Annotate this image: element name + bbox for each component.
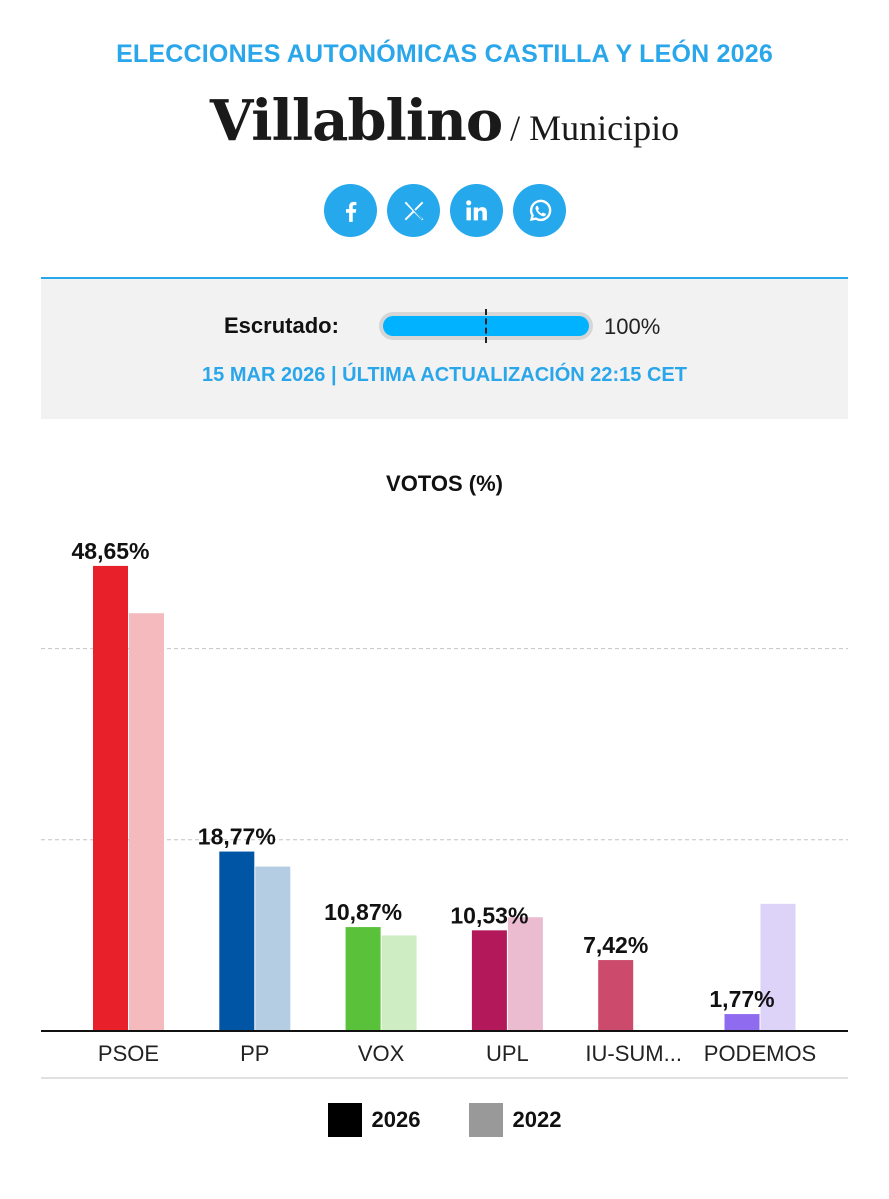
- bar-2022-vox: [381, 935, 417, 1031]
- scrutiny-midpoint-marker: [485, 309, 487, 343]
- chart-title: VOTOS (%): [386, 471, 503, 496]
- legend-label-2022: 2022: [512, 1107, 562, 1132]
- legend-swatch-2022: [468, 1103, 503, 1137]
- bar-2026-psoe: [93, 565, 128, 1031]
- bar-2026-upl: [471, 930, 507, 1031]
- share-x-button[interactable]: [387, 184, 440, 237]
- category-label-podemos: PODEMOS: [704, 1041, 816, 1066]
- legend-item-2026: 2026: [327, 1103, 421, 1137]
- facebook-icon: [345, 201, 356, 222]
- data-label-pp: 18,77%: [198, 824, 276, 850]
- legend-swatch-2026: [327, 1103, 362, 1137]
- title-row: Villablino / Municipio: [0, 88, 889, 154]
- bar-2026-podemos: [724, 1014, 760, 1031]
- page-subtitle: / Municipio: [510, 108, 680, 148]
- linkedin-icon: [465, 199, 487, 220]
- bar-2022-upl: [507, 917, 543, 1031]
- scrutiny-panel: [41, 279, 848, 419]
- last-update-date: 15 MAR 2026 | ÚLTIMA ACTUALIZACIÓN 22:15…: [202, 364, 687, 386]
- share-bar: [324, 184, 566, 237]
- legend-label-2026: 2026: [371, 1107, 421, 1132]
- page-title: Villablino: [209, 88, 503, 154]
- data-label-psoe: 48,65%: [71, 538, 149, 564]
- share-whatsapp-button[interactable]: [513, 184, 566, 237]
- data-label-iusum: 7,42%: [583, 932, 648, 958]
- bar-2022-podemos: [760, 903, 796, 1031]
- category-label-psoe: PSOE: [98, 1041, 159, 1066]
- category-label-upl: UPL: [486, 1041, 529, 1066]
- data-label-upl: 10,53%: [450, 902, 528, 928]
- bar-2022-psoe: [129, 613, 164, 1031]
- section-divider: [41, 277, 848, 279]
- bar-2026-vox: [345, 927, 381, 1031]
- share-facebook-button[interactable]: [324, 184, 377, 237]
- bar-2022-pp: [255, 866, 291, 1031]
- x-icon: [404, 201, 423, 220]
- scrutiny-percent: 100%: [604, 314, 661, 339]
- scrutiny-progress-bar: [379, 309, 593, 343]
- chart-legend: 2026 2022: [0, 1103, 889, 1137]
- election-kicker: ELECCIONES AUTONÓMICAS CASTILLA Y LEÓN 2…: [116, 40, 773, 68]
- category-label-vox: VOX: [358, 1041, 405, 1066]
- bar-2026-pp: [219, 851, 255, 1031]
- share-linkedin-button[interactable]: [450, 184, 503, 237]
- data-label-vox: 10,87%: [324, 899, 402, 925]
- data-label-podemos: 1,77%: [709, 986, 774, 1012]
- legend-item-2022: 2022: [468, 1103, 562, 1137]
- category-label-iusum: IU-SUM...: [585, 1041, 682, 1066]
- scrutiny-label: Escrutado:: [224, 313, 339, 338]
- whatsapp-icon: [529, 199, 551, 221]
- category-label-pp: PP: [240, 1041, 269, 1066]
- bar-2026-iusum: [598, 960, 634, 1031]
